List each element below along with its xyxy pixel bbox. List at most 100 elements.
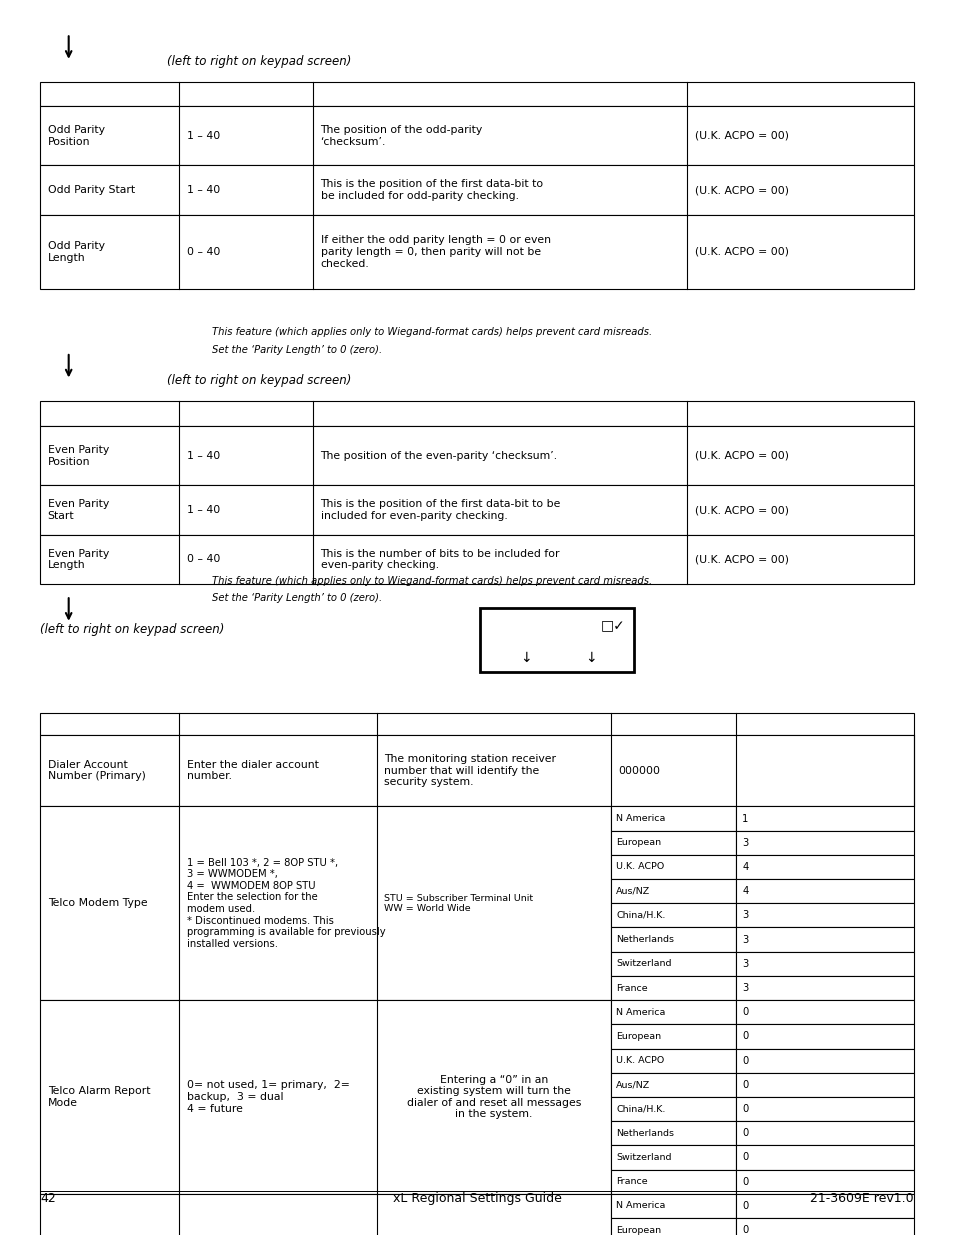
Bar bbox=[40, 106, 913, 165]
Text: 4: 4 bbox=[741, 862, 748, 872]
Text: Switzerland: Switzerland bbox=[616, 960, 671, 968]
Bar bbox=[610, 927, 736, 952]
Bar bbox=[610, 1049, 736, 1073]
Text: Dialer Account
Number (Primary): Dialer Account Number (Primary) bbox=[48, 760, 146, 782]
Text: European: European bbox=[616, 1225, 660, 1235]
Bar bbox=[736, 1000, 913, 1024]
Bar bbox=[736, 903, 913, 927]
Bar bbox=[610, 855, 736, 879]
Bar bbox=[736, 806, 913, 831]
Text: 1 – 40: 1 – 40 bbox=[187, 505, 220, 515]
Text: The position of the even-parity ‘checksum’.: The position of the even-parity ‘checksu… bbox=[320, 451, 558, 461]
Bar bbox=[736, 879, 913, 903]
Text: 1: 1 bbox=[741, 814, 748, 824]
Text: Odd Parity
Length: Odd Parity Length bbox=[48, 241, 105, 263]
Bar bbox=[736, 1145, 913, 1170]
Text: ↓: ↓ bbox=[520, 651, 532, 664]
Bar bbox=[736, 1194, 913, 1218]
Bar bbox=[736, 952, 913, 976]
Bar bbox=[610, 1218, 736, 1235]
Text: (U.K. ACPO = 00): (U.K. ACPO = 00) bbox=[694, 247, 788, 257]
Bar bbox=[40, 1000, 610, 1194]
Text: Set the ‘Parity Length’ to 0 (zero).: Set the ‘Parity Length’ to 0 (zero). bbox=[212, 345, 381, 354]
Text: 0: 0 bbox=[741, 1079, 748, 1089]
Text: (U.K. ACPO = 00): (U.K. ACPO = 00) bbox=[694, 185, 788, 195]
Text: Netherlands: Netherlands bbox=[616, 935, 674, 944]
Text: Set the ‘Parity Length’ to 0 (zero).: Set the ‘Parity Length’ to 0 (zero). bbox=[212, 593, 381, 603]
Text: 0: 0 bbox=[741, 1177, 748, 1187]
Text: European: European bbox=[616, 1032, 660, 1041]
Text: 0: 0 bbox=[741, 1056, 748, 1066]
Bar bbox=[610, 1097, 736, 1121]
Bar bbox=[610, 1121, 736, 1145]
Text: 0: 0 bbox=[741, 1129, 748, 1139]
Bar bbox=[736, 976, 913, 1000]
Text: 3: 3 bbox=[741, 837, 748, 847]
Bar bbox=[40, 713, 913, 735]
Bar bbox=[736, 1121, 913, 1145]
Text: This is the position of the first data-bit to
be included for odd-parity checkin: This is the position of the first data-b… bbox=[320, 179, 543, 201]
Text: 3: 3 bbox=[741, 983, 748, 993]
Text: Entering a “0” in an
existing system will turn the
dialer of and reset all messa: Entering a “0” in an existing system wil… bbox=[406, 1074, 580, 1119]
Bar bbox=[736, 831, 913, 855]
Text: If either the odd parity length = 0 or even
parity length = 0, then parity will : If either the odd parity length = 0 or e… bbox=[320, 236, 550, 268]
Text: This feature (which applies only to Wiegand-format cards) helps prevent card mis: This feature (which applies only to Wieg… bbox=[212, 327, 651, 337]
Bar bbox=[479, 608, 634, 672]
Text: (left to right on keypad screen): (left to right on keypad screen) bbox=[167, 56, 351, 68]
Bar bbox=[40, 82, 913, 106]
Text: STU = Subscriber Terminal Unit
WW = World Wide: STU = Subscriber Terminal Unit WW = Worl… bbox=[384, 894, 533, 913]
Text: Even Parity
Start: Even Parity Start bbox=[48, 499, 109, 521]
Text: This is the position of the first data-bit to be
included for even-parity checki: This is the position of the first data-b… bbox=[320, 499, 560, 521]
Text: 4: 4 bbox=[741, 887, 748, 897]
Text: The position of the odd-parity
‘checksum’.: The position of the odd-parity ‘checksum… bbox=[320, 125, 482, 147]
Text: N America: N America bbox=[616, 814, 665, 823]
Text: U.K. ACPO: U.K. ACPO bbox=[616, 862, 664, 872]
Text: (U.K. ACPO = 00): (U.K. ACPO = 00) bbox=[694, 505, 788, 515]
Bar bbox=[40, 215, 913, 289]
Bar bbox=[610, 879, 736, 903]
Text: 0: 0 bbox=[741, 1104, 748, 1114]
Text: Enter the dialer account
number.: Enter the dialer account number. bbox=[187, 760, 318, 782]
Text: Even Parity
Length: Even Parity Length bbox=[48, 548, 109, 571]
Text: U.K. ACPO: U.K. ACPO bbox=[616, 1056, 664, 1065]
Text: □✓: □✓ bbox=[600, 619, 625, 632]
Text: China/H.K.: China/H.K. bbox=[616, 911, 665, 920]
Text: (left to right on keypad screen): (left to right on keypad screen) bbox=[40, 624, 224, 636]
Bar bbox=[610, 1000, 736, 1024]
Text: 0: 0 bbox=[741, 1008, 748, 1018]
Bar bbox=[736, 1218, 913, 1235]
Text: 0: 0 bbox=[741, 1152, 748, 1162]
Text: 000000: 000000 bbox=[618, 766, 659, 776]
Bar bbox=[736, 1024, 913, 1049]
Bar bbox=[40, 535, 913, 584]
Text: 3: 3 bbox=[741, 958, 748, 968]
Bar bbox=[610, 952, 736, 976]
Text: Telco Modem Type: Telco Modem Type bbox=[48, 898, 147, 908]
Bar bbox=[40, 735, 913, 806]
Text: 21-3609E rev1.0: 21-3609E rev1.0 bbox=[809, 1192, 913, 1205]
Text: 3: 3 bbox=[741, 910, 748, 920]
Bar bbox=[736, 1170, 913, 1194]
Text: 0 – 40: 0 – 40 bbox=[187, 555, 220, 564]
Text: 0: 0 bbox=[741, 1200, 748, 1210]
Text: European: European bbox=[616, 839, 660, 847]
Text: This is the number of bits to be included for
even-parity checking.: This is the number of bits to be include… bbox=[320, 548, 559, 571]
Bar bbox=[736, 1073, 913, 1097]
Bar bbox=[610, 806, 736, 831]
Text: 1 – 40: 1 – 40 bbox=[187, 131, 220, 141]
Bar bbox=[40, 426, 913, 485]
Text: Aus/NZ: Aus/NZ bbox=[616, 887, 650, 895]
Bar bbox=[736, 1049, 913, 1073]
Bar bbox=[610, 1024, 736, 1049]
Bar bbox=[40, 806, 610, 1000]
Text: France: France bbox=[616, 1177, 647, 1186]
Bar bbox=[610, 1170, 736, 1194]
Text: 1 = Bell 103 *, 2 = 8OP STU *,
3 = WWMODEM *,
4 =  WWMODEM 8OP STU
Enter the sel: 1 = Bell 103 *, 2 = 8OP STU *, 3 = WWMOD… bbox=[187, 857, 385, 948]
Text: 42: 42 bbox=[40, 1192, 56, 1205]
Text: 3: 3 bbox=[741, 935, 748, 945]
Text: 0: 0 bbox=[741, 1031, 748, 1041]
Text: (U.K. ACPO = 00): (U.K. ACPO = 00) bbox=[694, 555, 788, 564]
Text: 1 – 40: 1 – 40 bbox=[187, 185, 220, 195]
Text: N America: N America bbox=[616, 1202, 665, 1210]
Text: 1 – 40: 1 – 40 bbox=[187, 451, 220, 461]
